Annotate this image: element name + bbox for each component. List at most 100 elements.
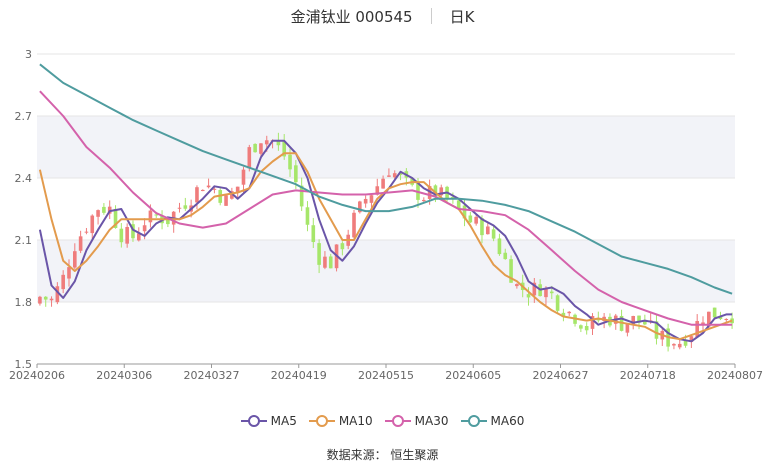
candle-body	[328, 256, 333, 269]
x-tick-label: 20240807	[707, 369, 763, 382]
candle-body	[294, 165, 298, 183]
candle-body	[177, 207, 182, 209]
candle-body	[439, 187, 444, 196]
candle-body	[677, 343, 682, 348]
candle-body	[49, 298, 54, 301]
candle-body	[61, 274, 65, 290]
candle-body	[555, 295, 560, 311]
candle-body	[503, 252, 508, 260]
candle-body	[579, 325, 583, 329]
candle-body	[317, 243, 321, 265]
candle-body	[480, 218, 484, 236]
x-tick-label: 20240327	[184, 369, 240, 382]
background-band	[37, 240, 735, 302]
candle-body	[102, 206, 106, 213]
candle-body	[724, 318, 729, 320]
candle-body	[55, 286, 60, 303]
candle-body	[712, 307, 717, 318]
candle-body	[433, 185, 438, 197]
candle-body	[323, 256, 327, 268]
candle-body	[259, 143, 263, 154]
legend-swatch-icon	[384, 415, 411, 427]
background-bands	[37, 116, 735, 302]
candle-body	[276, 140, 281, 146]
candle-body	[544, 288, 548, 298]
y-tick-label: 3	[25, 48, 32, 61]
candle-body	[264, 140, 269, 145]
ma60-line	[39, 63, 733, 295]
candle-body	[474, 216, 478, 224]
candle-body	[456, 200, 461, 210]
candle-body	[468, 215, 473, 223]
legend-label: MA30	[414, 414, 449, 428]
legend-item-ma5[interactable]: MA5	[240, 414, 297, 428]
candle-body	[195, 187, 199, 203]
candle-body	[369, 195, 374, 203]
candle-body	[567, 311, 572, 314]
candle-body	[491, 229, 496, 239]
candle-body	[462, 205, 467, 219]
candle-body	[96, 210, 100, 217]
candle-body	[485, 226, 490, 235]
candle-body	[398, 173, 403, 175]
legend-swatch-icon	[460, 415, 487, 427]
ma30-line	[39, 90, 733, 326]
candle-body	[631, 316, 636, 326]
candle-body	[654, 321, 659, 339]
candle-body	[299, 185, 304, 207]
legend-item-ma30[interactable]: MA30	[384, 414, 449, 428]
candle-body	[73, 251, 77, 268]
moving-average-lines	[38, 63, 733, 343]
candle-body	[561, 312, 566, 317]
candle-body	[305, 207, 310, 225]
candle-body	[643, 321, 647, 325]
x-axis: 20240206 20240306 20240327 20240419 20240515…	[9, 363, 763, 382]
candle-body	[637, 315, 641, 323]
candle-body	[113, 208, 118, 228]
legend-label: MA5	[270, 414, 297, 428]
x-tick-label: 20240605	[445, 369, 501, 382]
y-axis: 1.5 1.8 2.1 2.4 2.7 3	[15, 48, 33, 371]
candle-body	[695, 321, 699, 338]
candle-body	[625, 323, 630, 333]
legend: MA5 MA10 MA30 MA60	[0, 410, 765, 432]
header-divider	[430, 8, 432, 24]
candle-body	[183, 205, 188, 209]
candle-body	[154, 214, 159, 216]
y-tick-label: 1.5	[15, 358, 33, 371]
candle-body	[381, 178, 385, 189]
candle-body	[43, 296, 48, 300]
candle-body	[549, 291, 554, 294]
candle-body	[515, 284, 519, 287]
candle-body	[119, 228, 124, 243]
candle-body	[689, 336, 694, 343]
candle-body	[584, 326, 589, 331]
source-label: 数据来源：	[326, 448, 387, 462]
candle-body	[136, 233, 141, 241]
candle-body	[200, 189, 205, 192]
candle-body	[247, 147, 252, 169]
candle-body	[375, 186, 380, 195]
candle-body	[148, 210, 153, 223]
x-tick-label: 20240419	[271, 369, 327, 382]
candle-body	[67, 267, 71, 279]
candle-body	[532, 282, 537, 296]
y-tick-label: 2.1	[15, 234, 33, 247]
candle-body	[526, 294, 531, 298]
legend-item-ma10[interactable]: MA10	[308, 414, 373, 428]
candle-body	[497, 238, 502, 255]
candle-body	[340, 243, 345, 250]
candle-body	[206, 185, 211, 188]
candle-body	[131, 224, 135, 239]
legend-item-ma60[interactable]: MA60	[460, 414, 524, 428]
chart-header: 金浦钛业 000545 日K	[0, 4, 765, 28]
stock-title: 金浦钛业 000545	[290, 7, 413, 26]
candle-body	[363, 198, 368, 204]
candle-body	[282, 141, 287, 157]
x-tick-label: 20240627	[533, 369, 589, 382]
candle-body	[125, 226, 129, 244]
candle-body	[509, 259, 513, 283]
y-tick-label: 2.7	[15, 110, 33, 123]
candle-body	[224, 195, 228, 206]
